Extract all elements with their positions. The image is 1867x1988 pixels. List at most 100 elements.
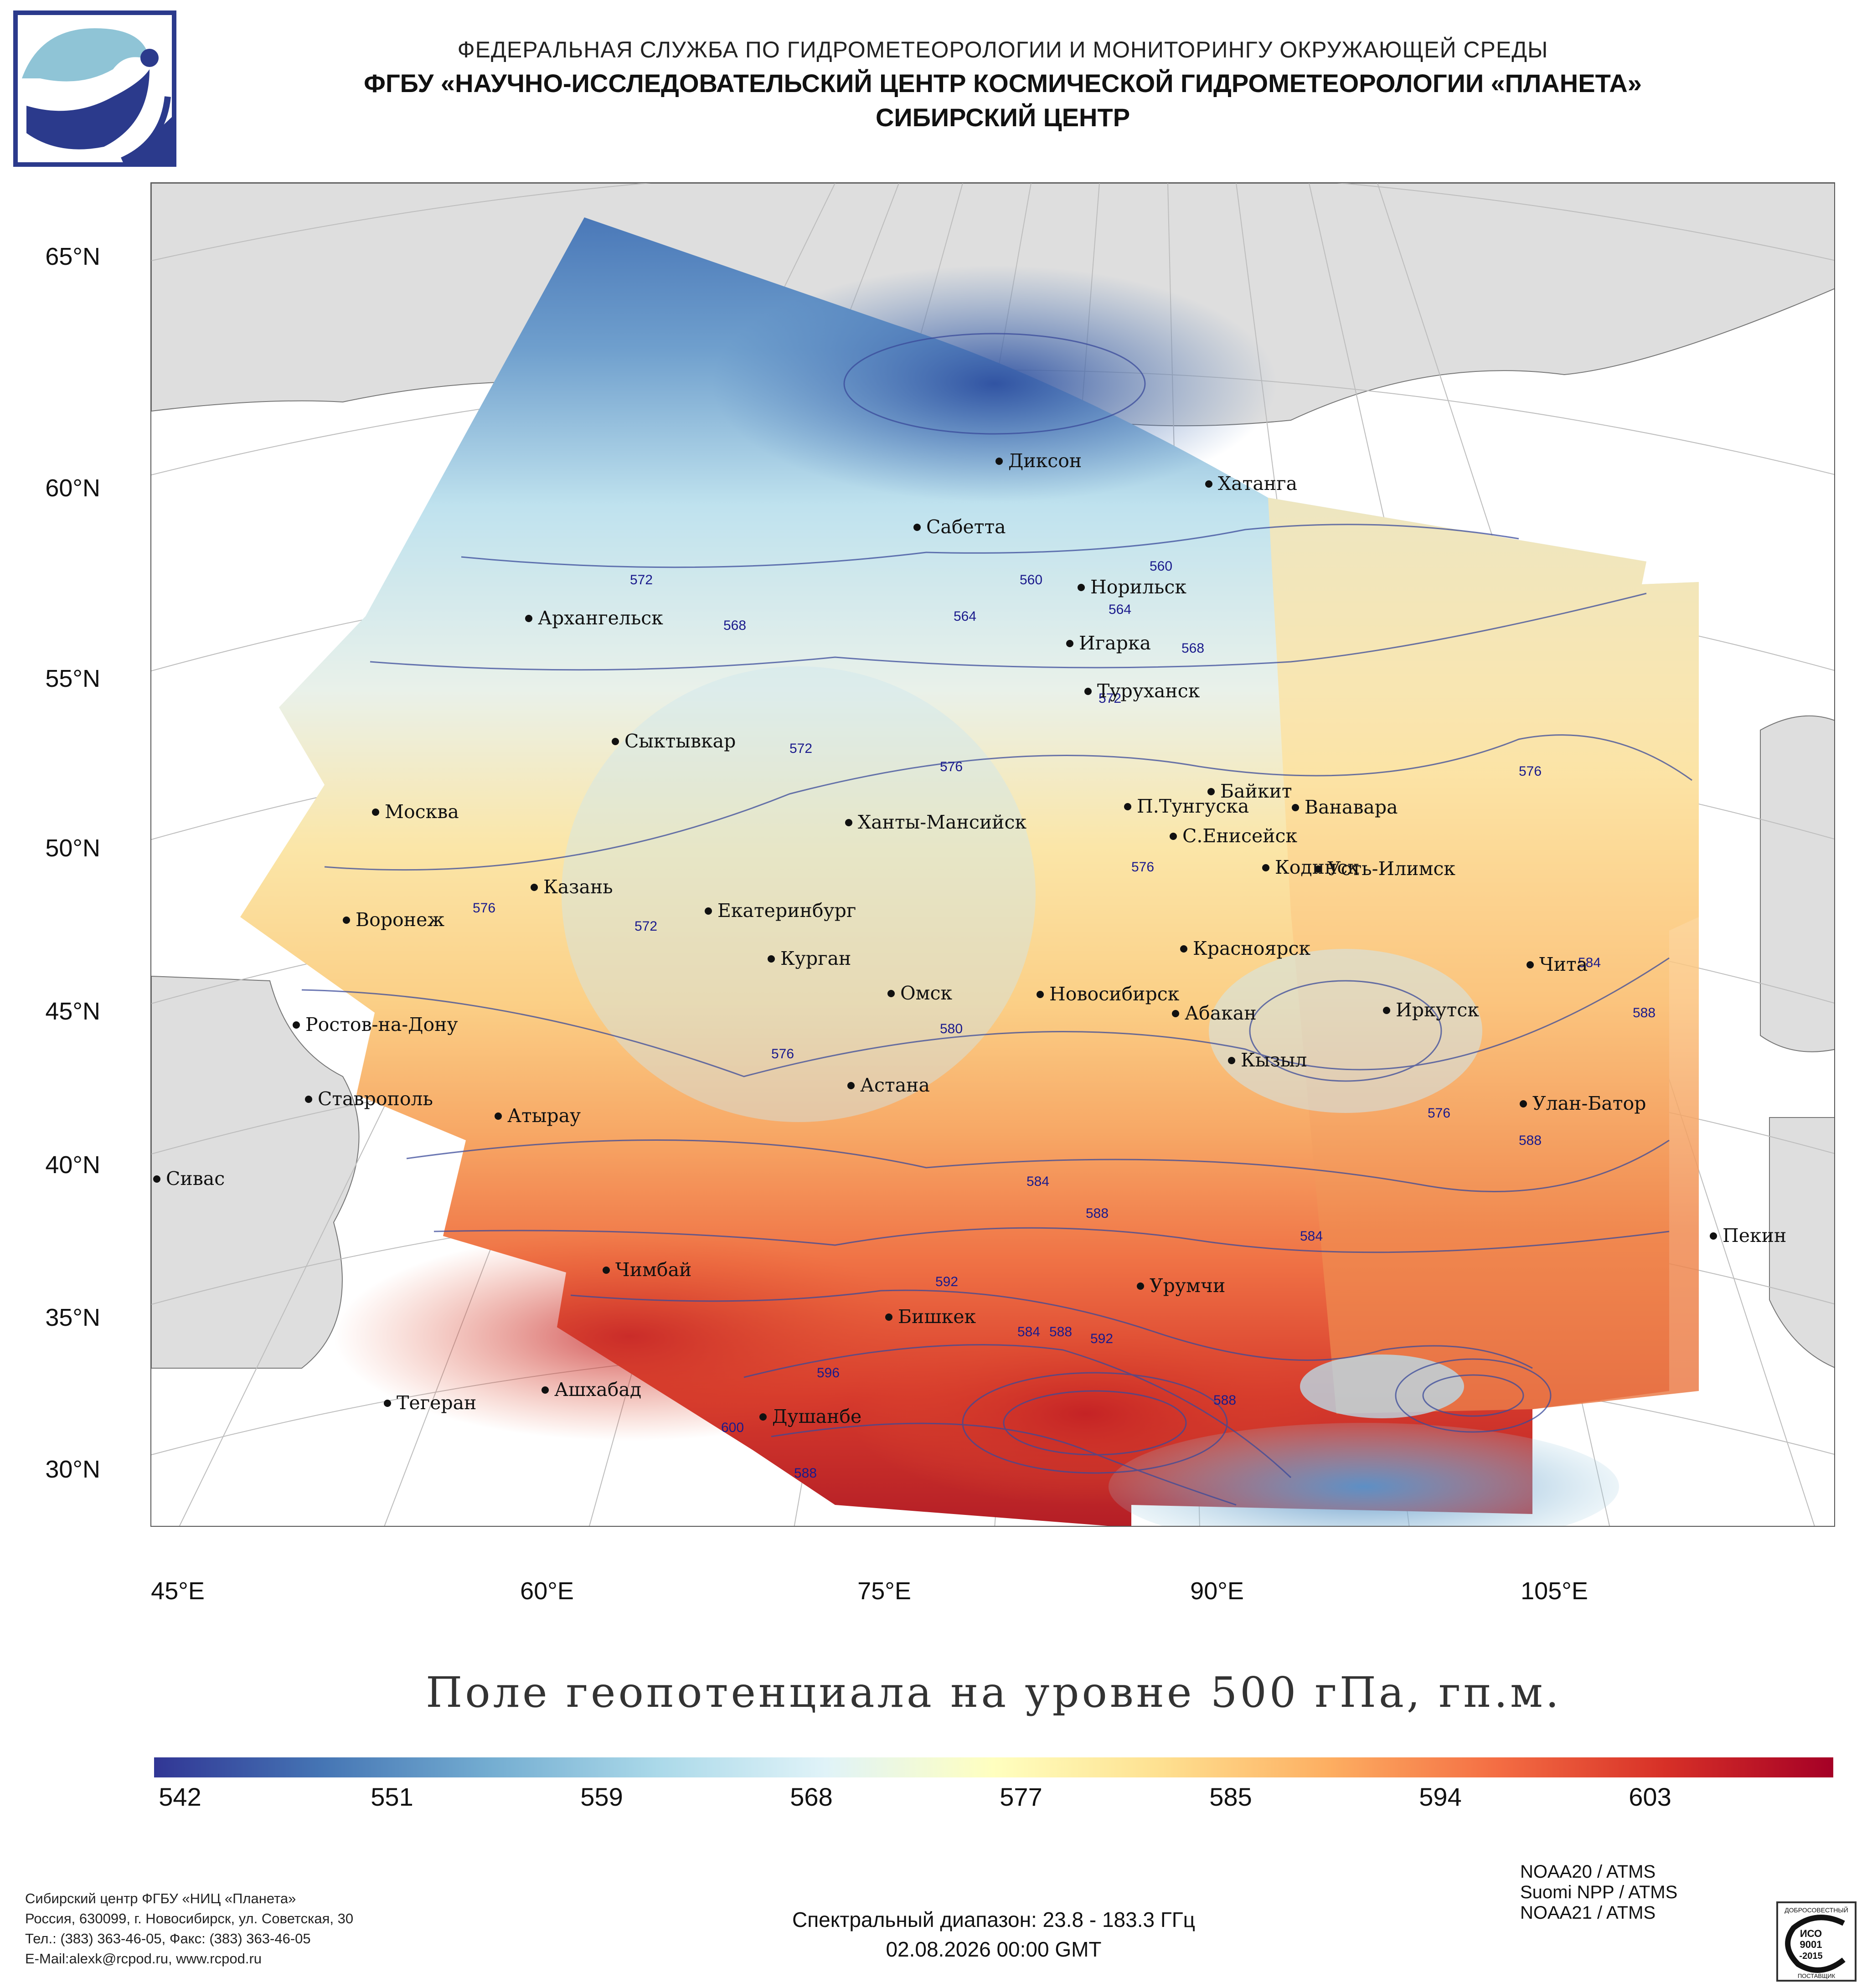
- geopotential-field: [240, 217, 1699, 1526]
- lat-label: 30°N: [45, 1456, 100, 1483]
- lon-label: 90°E: [1190, 1577, 1244, 1605]
- svg-text:576: 576: [473, 901, 495, 916]
- geopotential-map: 572 568 560 560 564 564 568 572 572 576 …: [150, 182, 1835, 1527]
- colorbar-tick: 551: [371, 1782, 413, 1811]
- svg-text:564: 564: [954, 609, 976, 624]
- city-label: Урумчи: [1150, 1275, 1225, 1297]
- svg-text:572: 572: [1099, 691, 1121, 706]
- city-label: Бишкек: [898, 1306, 976, 1328]
- svg-text:ПОСТАВЩИК: ПОСТАВЩИК: [1798, 1973, 1836, 1979]
- lat-label: 60°N: [45, 474, 100, 502]
- svg-text:600: 600: [721, 1420, 744, 1435]
- city-label: Сыктывкар: [624, 730, 736, 752]
- colorbar-tick: 542: [159, 1782, 201, 1811]
- svg-text:596: 596: [817, 1365, 840, 1380]
- colorbar: [154, 1757, 1833, 1777]
- city-label: Норильск: [1090, 576, 1186, 598]
- colorbar-tick: 585: [1209, 1782, 1252, 1811]
- svg-text:576: 576: [1428, 1106, 1450, 1121]
- city-markers: Диксон Хатанга Сабетта Норильск Игарка А…: [153, 450, 1786, 1427]
- planeta-logo: [13, 10, 176, 167]
- colorbar-tick: 559: [580, 1782, 623, 1811]
- svg-text:580: 580: [940, 1021, 963, 1036]
- isolines: [301, 333, 1692, 1506]
- svg-text:576: 576: [771, 1046, 794, 1061]
- lat-label: 35°N: [45, 1304, 100, 1331]
- svg-text:568: 568: [723, 618, 746, 633]
- contact-email: E-Mail:alexk@rcpod.ru, www.rcpod.ru: [25, 1951, 262, 1967]
- lat-label: 50°N: [45, 834, 100, 862]
- svg-text:584: 584: [1578, 955, 1601, 970]
- isoline-labels: 572 568 560 560 564 564 568 572 572 576 …: [473, 559, 1656, 1481]
- city-label: Хатанга: [1218, 473, 1297, 494]
- city-label: Новосибирск: [1049, 983, 1180, 1005]
- svg-text:572: 572: [630, 572, 653, 587]
- city-label: Астана: [860, 1074, 930, 1096]
- svg-text:584: 584: [1300, 1229, 1323, 1244]
- branch-title: СИБИРСКИЙ ЦЕНТР: [875, 103, 1130, 132]
- city-label: Диксон: [1008, 450, 1082, 472]
- svg-text:592: 592: [1090, 1331, 1113, 1346]
- city-label: Ростов-на-Дону: [305, 1014, 458, 1035]
- colorbar-tick: 594: [1419, 1782, 1462, 1811]
- svg-text:588: 588: [1213, 1393, 1236, 1408]
- city-label: Курган: [780, 948, 851, 969]
- svg-text:568: 568: [1181, 641, 1204, 656]
- svg-text:588: 588: [1086, 1206, 1109, 1221]
- svg-text:560: 560: [1150, 559, 1172, 574]
- city-label: С.Енисейск: [1182, 825, 1298, 847]
- city-label: Сивас: [166, 1168, 225, 1190]
- city-label: Игарка: [1079, 632, 1151, 654]
- city-label: Чимбай: [615, 1259, 691, 1281]
- city-label: Тегеран: [397, 1392, 476, 1414]
- city-label: Москва: [385, 801, 459, 823]
- map-svg: 572 568 560 560 564 564 568 572 572 576 …: [151, 183, 1834, 1526]
- agency-title: ФЕДЕРАЛЬНАЯ СЛУЖБА ПО ГИДРОМЕТЕОРОЛОГИИ …: [457, 37, 1548, 62]
- svg-text:572: 572: [634, 919, 657, 934]
- city-label: Казань: [543, 876, 613, 898]
- city-label: Абакан: [1185, 1002, 1257, 1024]
- lon-label: 75°E: [857, 1577, 911, 1605]
- city-label: Ашхабад: [554, 1379, 641, 1401]
- city-label: Ханты-Мансийск: [858, 811, 1026, 833]
- center-title: ФГБУ «НАУЧНО-ИССЛЕДОВАТЕЛЬСКИЙ ЦЕНТР КОС…: [364, 69, 1642, 98]
- colorbar-tick: 603: [1629, 1782, 1671, 1811]
- contact-phone: Тел.: (383) 363-46-05, Факс: (383) 363-4…: [25, 1931, 311, 1947]
- city-label: Улан-Батор: [1532, 1092, 1646, 1114]
- svg-text:ДОБРОСОВЕСТНЫЙ: ДОБРОСОВЕСТНЫЙ: [1784, 1906, 1848, 1914]
- svg-text:588: 588: [1633, 1005, 1656, 1020]
- map-title: Поле геопотенциала на уровне 500 гПа, гп…: [426, 1668, 1562, 1717]
- lat-label: 40°N: [45, 1151, 100, 1179]
- city-label: Екатеринбург: [717, 900, 856, 922]
- svg-text:ИСО: ИСО: [1800, 1928, 1822, 1939]
- svg-text:560: 560: [1020, 572, 1042, 587]
- city-label: Сабетта: [926, 516, 1006, 538]
- datetime: 02.08.2026 00:00 GMT: [886, 1937, 1102, 1961]
- contact-org: Сибирский центр ФГБУ «НИЦ «Планета»: [25, 1890, 296, 1906]
- svg-text:576: 576: [940, 759, 963, 774]
- svg-text:584: 584: [1017, 1324, 1040, 1339]
- contact-address: Россия, 630099, г. Новосибирск, ул. Сове…: [25, 1911, 354, 1926]
- city-label: Воронеж: [356, 909, 444, 931]
- svg-text:-2015: -2015: [1799, 1951, 1822, 1961]
- svg-text:588: 588: [1049, 1324, 1072, 1339]
- lon-label: 45°E: [151, 1577, 205, 1605]
- city-label: Чита: [1539, 953, 1588, 975]
- svg-text:576: 576: [1519, 764, 1542, 779]
- city-label: П.Тунгуска: [1137, 795, 1249, 817]
- city-label: Атырау: [507, 1105, 581, 1127]
- svg-text:572: 572: [789, 741, 812, 756]
- colorbar-tick: 568: [790, 1782, 833, 1811]
- svg-text:592: 592: [935, 1274, 958, 1289]
- sensor-item: Suomi NPP / ATMS: [1520, 1882, 1678, 1902]
- city-label: Байкит: [1220, 780, 1292, 802]
- city-label: Кызыл: [1241, 1049, 1307, 1071]
- iso-badge: ДОБРОСОВЕСТНЫЙ ИСО 9001 -2015 ПОСТАВЩИК: [1776, 1901, 1857, 1982]
- svg-text:564: 564: [1109, 602, 1131, 617]
- lon-label: 60°E: [520, 1577, 574, 1605]
- lat-label: 45°N: [45, 998, 100, 1025]
- city-label: Ванавара: [1305, 796, 1398, 818]
- svg-text:588: 588: [1519, 1133, 1542, 1148]
- city-label: Усть-Илимск: [1327, 858, 1455, 880]
- spectral-range: Спектральный диапазон: 23.8 - 183.3 ГГц: [792, 1908, 1196, 1931]
